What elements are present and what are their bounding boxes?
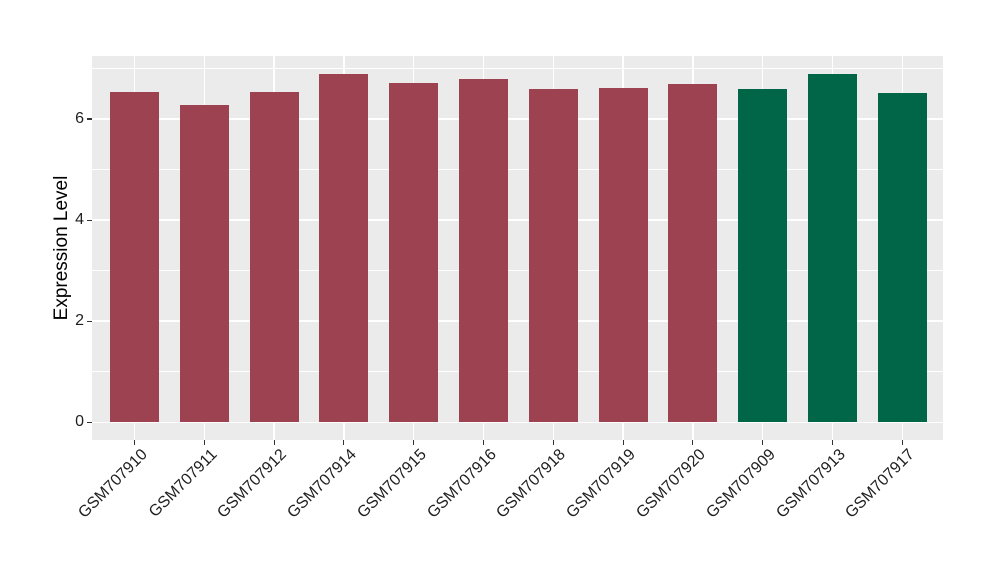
- x-tick-mark: [831, 440, 834, 445]
- x-tick-mark: [901, 440, 903, 445]
- bar-GSM707918: [528, 89, 578, 423]
- bar-GSM707917: [877, 92, 927, 423]
- x-tick-label-GSM707918: GSM707918: [493, 446, 570, 522]
- x-tick-label-GSM707911: GSM707911: [145, 446, 221, 521]
- bar-GSM707916: [459, 78, 508, 423]
- bar-GSM707912: [249, 91, 299, 423]
- minor-gridline: [92, 169, 943, 171]
- minor-gridline: [92, 371, 943, 373]
- y-tick-mark: [87, 320, 92, 322]
- x-tick-label-GSM707920: GSM707920: [633, 446, 709, 522]
- y-tick-label: 0: [75, 413, 84, 431]
- x-tick-label-GSM707909: GSM707909: [703, 446, 779, 522]
- y-tick-mark: [87, 421, 92, 423]
- x-tick-mark: [552, 440, 554, 445]
- major-gridline: [92, 320, 943, 322]
- x-tick-mark: [413, 440, 415, 445]
- x-tick-label-GSM707914: GSM707914: [284, 446, 360, 522]
- minor-gridline: [92, 270, 943, 272]
- bar-GSM707920: [668, 84, 718, 423]
- x-tick-label-GSM707917: GSM707917: [842, 446, 919, 522]
- x-tick-label-GSM707912: GSM707912: [214, 446, 291, 522]
- x-tick-mark: [273, 440, 275, 445]
- major-gridline: [92, 219, 943, 221]
- plot-panel: [92, 56, 943, 440]
- bar-GSM707913: [808, 73, 857, 423]
- y-tick-label: 6: [75, 110, 84, 127]
- major-gridline: [92, 421, 943, 424]
- x-tick-mark: [692, 440, 694, 445]
- y-tick-mark: [87, 219, 92, 221]
- bar-GSM707919: [598, 87, 648, 423]
- bar-GSM707914: [319, 73, 369, 423]
- y-tick-label: 4: [75, 211, 84, 229]
- x-tick-mark: [133, 440, 136, 445]
- y-tick-label: 2: [75, 312, 84, 330]
- y-axis-title: Expression Level: [51, 175, 72, 321]
- x-tick-label-GSM707916: GSM707916: [423, 446, 500, 522]
- bar-GSM707909: [738, 89, 788, 423]
- x-tick-label-GSM707919: GSM707919: [563, 446, 640, 522]
- bar-GSM707910: [110, 91, 159, 423]
- minor-gridline: [92, 68, 943, 69]
- x-tick-mark: [762, 440, 764, 445]
- x-tick-label-GSM707913: GSM707913: [772, 446, 849, 522]
- x-tick-label-GSM707915: GSM707915: [354, 446, 430, 522]
- major-gridline: [92, 118, 943, 120]
- bar-GSM707915: [389, 82, 439, 423]
- x-tick-mark: [343, 440, 345, 445]
- x-tick-mark: [622, 440, 624, 445]
- x-tick-mark: [203, 440, 205, 445]
- bar-GSM707911: [179, 105, 229, 423]
- x-tick-mark: [482, 440, 485, 445]
- x-tick-label-GSM707910: GSM707910: [74, 446, 151, 522]
- y-tick-mark: [87, 118, 92, 120]
